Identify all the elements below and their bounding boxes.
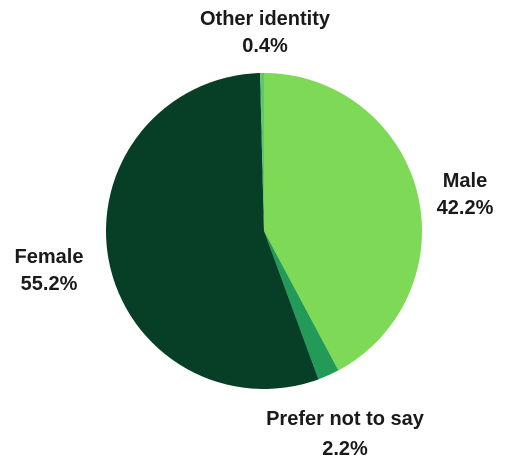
label-male: Male 42.2% [420,168,505,222]
label-prefer-not-to-say: Prefer not to say 2.2% [240,404,450,464]
slice-other-identity [260,73,264,231]
slice-male [264,73,422,371]
label-male-name: Male [442,170,488,192]
label-other-identity-value: 0.4% [242,35,288,57]
label-other-identity-name: Other identity [199,8,330,30]
label-prefer-not-to-say-value: 2.2% [322,438,368,460]
label-female-name: Female [14,246,84,268]
label-prefer-not-to-say-name: Prefer not to say [266,408,424,430]
slice-female [105,73,319,390]
label-male-value: 42.2% [436,197,494,219]
label-female: Female 55.2% [0,244,98,298]
slice-prefer-not-to-say [264,231,339,380]
label-female-value: 55.2% [20,273,78,295]
label-other-identity: Other identity 0.4% [180,6,350,60]
